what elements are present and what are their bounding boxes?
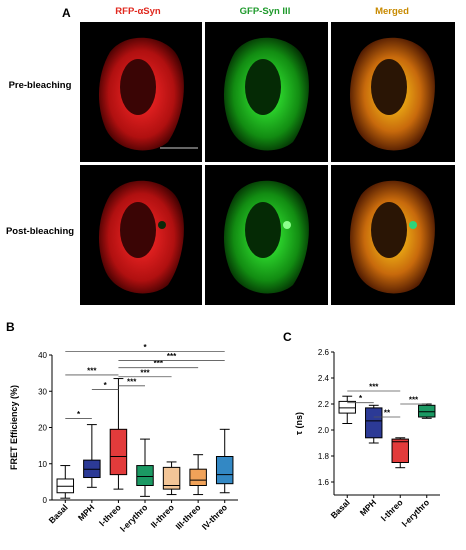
significance-label: *** [127, 377, 137, 386]
x-tick-label: l-threo [97, 502, 123, 528]
x-tick-label: Basal [47, 502, 70, 525]
box-IV-threo [215, 456, 234, 485]
y-tick-label: 2.4 [318, 374, 330, 383]
y-axis-label: FRET Efficiency (%) [9, 385, 19, 470]
box-II-threo [162, 466, 181, 490]
micrograph-rfp-post [80, 165, 202, 305]
panel-letter-b: B [6, 320, 15, 334]
y-tick-label: 2.2 [318, 400, 330, 409]
row-label-post-bleaching: Post-bleaching [5, 226, 75, 237]
significance-label: *** [140, 368, 150, 377]
x-tick-label: l-erythro [118, 502, 149, 533]
box-III-threo [189, 468, 207, 486]
significance-label: *** [154, 359, 164, 368]
box-l-erythro [136, 465, 154, 486]
significance-label: * [77, 410, 81, 419]
significance-label: * [104, 381, 108, 390]
row-label-pre-bleaching: Pre-bleaching [8, 80, 72, 91]
micrograph-merged-pre [331, 22, 455, 162]
y-tick-label: 0 [43, 496, 48, 505]
y-axis-label: τ (ns) [294, 412, 304, 435]
y-tick-label: 20 [38, 424, 47, 433]
y-tick-label: 2.0 [318, 426, 330, 435]
micrograph-gfp-pre [205, 22, 328, 162]
x-tick-label: l-erythro [400, 497, 431, 528]
y-tick-label: 30 [38, 387, 47, 396]
y-tick-label: 2.6 [318, 348, 330, 357]
panel-letter-a: A [62, 6, 71, 20]
significance-label: ** [384, 409, 391, 418]
chart-fret-efficiency: 0 10 20 30 40 FRET Efficiency (%) Basal MPH l-th… [9, 343, 238, 534]
significance-label: *** [409, 396, 419, 405]
column-title-rfp: RFP-αSyn [115, 6, 161, 17]
x-tick-label: II-threo [149, 502, 176, 529]
micrograph-merged-post [331, 165, 455, 305]
chart-lifetime: 1.61.82.02.22.42.6τ (ns)Basal MPH l-threol… [294, 348, 440, 529]
y-tick-label: 40 [38, 351, 47, 360]
box-l-threo [109, 428, 128, 476]
significance-label: *** [167, 352, 177, 361]
box-l-threo [391, 438, 409, 463]
y-tick-label: 10 [38, 460, 47, 469]
micrograph-rfp-pre [80, 22, 202, 162]
x-tick-label: Basal [329, 497, 352, 520]
column-title-merged: Merged [375, 6, 409, 17]
box-MPH [365, 407, 383, 439]
significance-label: *** [369, 383, 379, 392]
panel-letter-c: C [283, 330, 292, 344]
significance-label: *** [87, 366, 97, 375]
x-tick-label: MPH [76, 502, 96, 522]
significance-label: * [359, 394, 363, 403]
box-Basal [338, 400, 356, 414]
x-tick-label: MPH [358, 497, 378, 517]
micrograph-gfp-post [205, 165, 328, 305]
x-tick-label: IV-threo [200, 502, 229, 531]
y-tick-label: 1.6 [318, 478, 330, 487]
box-l-erythro [418, 404, 436, 418]
x-tick-label: III-threo [173, 502, 202, 531]
column-title-gfp: GFP-Syn III [239, 6, 291, 17]
significance-label: * [143, 343, 147, 352]
y-tick-label: 1.8 [318, 452, 330, 461]
